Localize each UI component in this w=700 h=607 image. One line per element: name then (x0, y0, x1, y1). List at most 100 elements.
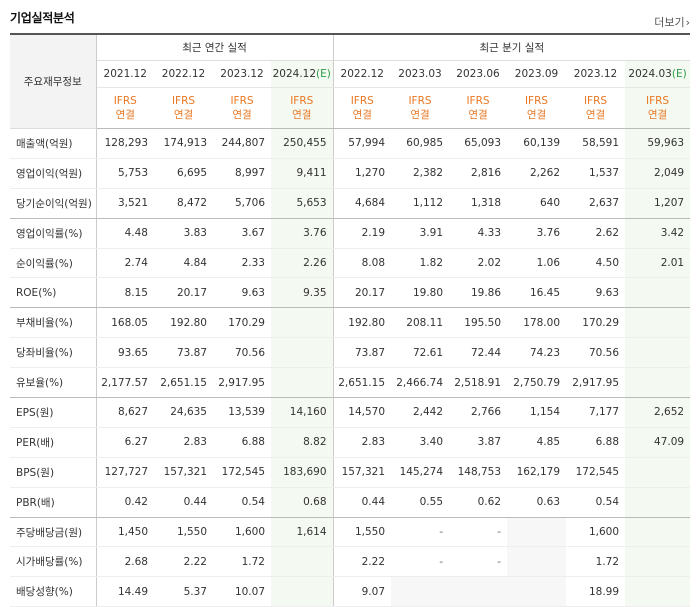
value-cell: 5,706 (213, 188, 271, 219)
value-cell: 162,179 (507, 457, 567, 488)
value-cell: 3.87 (449, 427, 508, 458)
more-link[interactable]: 더보기› (654, 14, 690, 30)
value-cell: 2,442 (391, 397, 450, 428)
table-row: 유보율(%) 2,177.57 2,651.15 2,917.95 2,651.15 2,… (10, 367, 691, 399)
value-cell: 9.07 (333, 576, 392, 607)
table-row: 영업이익(억원) 5,753 6,695 8,997 9,411 1,270 2,382 2,… (10, 158, 691, 189)
row-label: 당기순이익(억원) (10, 188, 97, 219)
table-row: 매출액(억원) 128,293 174,913 244,807 250,455 57,99… (10, 128, 691, 159)
value-cell: 178.00 (507, 307, 567, 339)
value-cell: 1,450 (96, 517, 154, 548)
value-cell (449, 576, 508, 607)
period-header: 2023.12 (213, 60, 271, 88)
value-cell: 2.19 (333, 218, 392, 249)
value-cell: 183,690 (271, 457, 334, 488)
value-cell: 1.72 (566, 546, 626, 578)
table-row: 부채비율(%) 168.05 192.80 170.29 192.80 208.11 195… (10, 307, 691, 339)
value-cell: 24,635 (154, 397, 213, 428)
quarter-group-header: 최근 분기 실적 (333, 33, 691, 61)
value-cell: 4.85 (507, 427, 567, 458)
value-cell: 0.44 (154, 487, 213, 518)
ifrs-label: IFRS (524, 95, 549, 107)
value-cell (507, 576, 567, 607)
period-header: 2024.03(E) (625, 60, 691, 88)
ifrs-label: IFRS (466, 95, 490, 107)
value-cell: 174,913 (154, 128, 213, 159)
row-label: 부채비율(%) (10, 307, 97, 339)
value-cell (625, 367, 691, 399)
value-cell: 172,545 (213, 457, 271, 488)
row-header-label: 주요재무정보 (10, 33, 97, 129)
period-header: 2024.12(E) (271, 60, 334, 88)
section-title: 기업실적분석 (10, 11, 75, 25)
value-cell: 59,963 (625, 128, 691, 159)
period-label: 2023.06 (456, 68, 500, 80)
value-cell: 9.63 (213, 277, 271, 309)
value-cell: 2.83 (333, 427, 392, 458)
value-cell: 2.62 (566, 218, 626, 249)
value-cell: 1,614 (271, 517, 334, 548)
value-cell: 20.17 (333, 277, 392, 309)
value-cell (625, 576, 691, 607)
more-label: 더보기 (654, 16, 685, 29)
value-cell: 640 (507, 188, 567, 219)
period-header: 2022.12 (154, 60, 213, 88)
value-cell: 3.83 (154, 218, 213, 249)
estimate-mark: (E) (316, 68, 331, 80)
row-label: 영업이익률(%) (10, 218, 97, 249)
ifrs-consolidated-header: IFRS 연결 (213, 87, 271, 129)
value-cell: 1,154 (507, 397, 567, 428)
table-row: 영업이익률(%) 4.48 3.83 3.67 3.76 2.19 3.91 4.33 3.76… (10, 218, 691, 249)
value-cell: 4.48 (96, 218, 154, 249)
consolidated-label: 연결 (292, 109, 312, 121)
value-cell: 2.22 (333, 546, 392, 578)
consolidated-label: 연결 (352, 109, 372, 121)
value-cell: 65,093 (449, 128, 508, 159)
value-cell: 2.02 (449, 248, 508, 279)
consolidated-label: 연결 (526, 109, 547, 121)
value-cell (625, 457, 691, 488)
estimate-mark: (E) (671, 68, 687, 80)
value-cell (625, 337, 691, 369)
value-cell: 1.06 (507, 248, 567, 279)
value-cell: 8.08 (333, 248, 392, 279)
value-cell: 7,177 (566, 397, 626, 428)
value-cell: 145,274 (391, 457, 450, 488)
period-label: 2023.12 (573, 68, 618, 80)
value-cell: 3.67 (213, 218, 271, 249)
value-cell: 10.07 (213, 576, 271, 607)
consolidated-label: 연결 (115, 109, 135, 121)
row-label: 매출액(억원) (10, 128, 97, 159)
period-label: 2024.03 (628, 68, 672, 80)
value-cell (507, 546, 567, 578)
value-cell: 72.44 (449, 337, 508, 369)
value-cell: 3.76 (271, 218, 334, 249)
value-cell: 128,293 (96, 128, 154, 159)
period-label: 2023.03 (398, 68, 442, 80)
value-cell: - (449, 546, 508, 578)
row-label: BPS(원) (10, 457, 97, 488)
value-cell: 2,382 (391, 158, 450, 189)
ifrs-consolidated-header: IFRS 연결 (625, 87, 691, 129)
value-cell: 2,816 (449, 158, 508, 189)
value-cell: 2,466.74 (391, 367, 450, 399)
value-cell: 1,537 (566, 158, 626, 189)
value-cell: 168.05 (96, 307, 154, 339)
ifrs-consolidated-header: IFRS 연결 (154, 87, 213, 129)
period-label: 2024.12 (272, 68, 317, 80)
value-cell: 0.62 (449, 487, 508, 518)
ifrs-consolidated-header: IFRS 연결 (507, 87, 567, 129)
row-label: PBR(배) (10, 487, 97, 518)
row-label: 시가배당률(%) (10, 546, 97, 578)
row-label: 주당배당금(원) (10, 517, 97, 548)
value-cell: 2,518.91 (449, 367, 508, 399)
value-cell (271, 337, 334, 369)
value-cell: 93.65 (96, 337, 154, 369)
value-cell: 3.40 (391, 427, 450, 458)
value-cell: 1,550 (154, 517, 213, 548)
table-row: ROE(%) 8.15 20.17 9.63 9.35 20.17 19.80 19.86 16… (10, 277, 691, 309)
value-cell: 2,637 (566, 188, 626, 219)
value-cell: 0.54 (213, 487, 271, 518)
value-cell (271, 307, 334, 339)
value-cell (391, 576, 450, 607)
